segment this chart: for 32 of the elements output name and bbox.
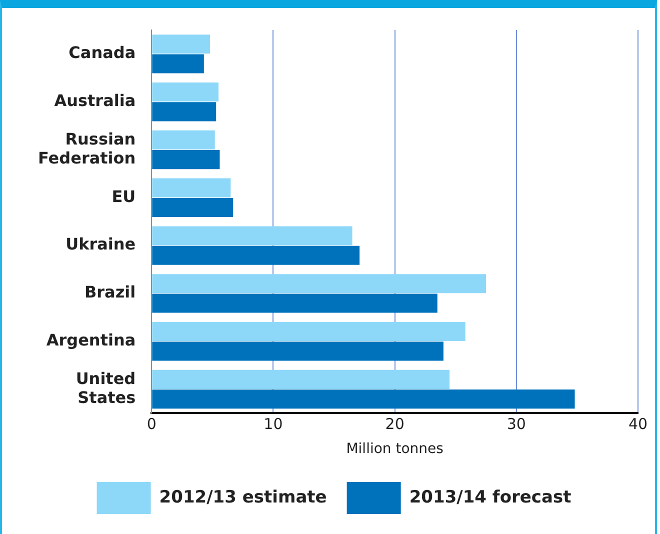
legend-label: 2013/14 forecast bbox=[409, 487, 572, 508]
x-tick-label: 30 bbox=[506, 415, 526, 434]
y-tick-label: United States bbox=[76, 368, 136, 408]
y-tick-label: Brazil bbox=[84, 282, 136, 302]
bar bbox=[152, 342, 444, 361]
bar bbox=[152, 102, 216, 122]
bar bbox=[152, 274, 486, 294]
x-tick-label: 10 bbox=[264, 415, 283, 434]
bar bbox=[152, 150, 220, 170]
bar bbox=[152, 226, 352, 246]
bar bbox=[152, 198, 234, 217]
bar bbox=[152, 294, 438, 313]
y-tick-label: Ukraine bbox=[66, 234, 136, 254]
legend-label: 2012/13 estimate bbox=[159, 487, 327, 508]
bar bbox=[152, 390, 575, 409]
bar bbox=[152, 54, 204, 74]
y-tick-label: Australia bbox=[54, 91, 136, 110]
bar bbox=[152, 178, 231, 198]
bar bbox=[152, 246, 360, 265]
y-tick-label: Argentina bbox=[46, 330, 136, 350]
bar bbox=[152, 322, 466, 342]
y-tick-label: Canada bbox=[68, 43, 136, 62]
x-axis-title: Million tonnes bbox=[346, 441, 444, 458]
y-tick-label: Russian Federation bbox=[38, 129, 136, 168]
bar bbox=[152, 82, 219, 102]
y-tick-label: EU bbox=[112, 186, 136, 206]
bar bbox=[152, 370, 450, 389]
x-tick-label: 40 bbox=[628, 415, 648, 434]
x-tick-label: 20 bbox=[385, 415, 404, 434]
x-tick-label: 0 bbox=[146, 415, 156, 434]
bar bbox=[152, 130, 215, 150]
bar bbox=[152, 34, 210, 54]
